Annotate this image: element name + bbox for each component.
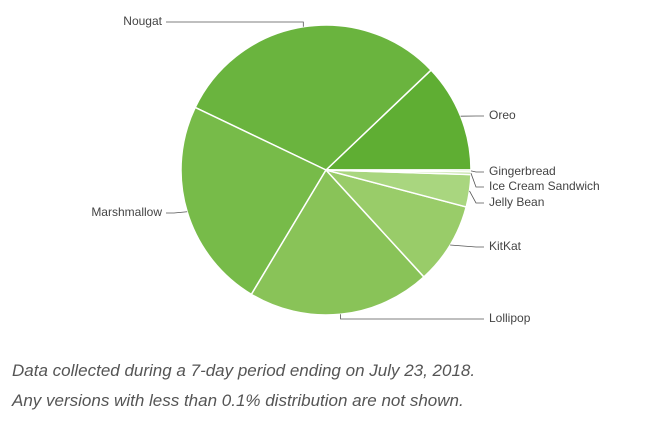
slice-label: Jelly Bean [489, 195, 544, 209]
pie-slice [323, 168, 468, 278]
slice-label: KitKat [489, 239, 522, 253]
leader-line [469, 190, 484, 204]
leader-line [470, 173, 484, 188]
pie-slice [194, 24, 433, 171]
pie-slice [250, 168, 425, 316]
footnote: Any versions with less than 0.1% distrib… [11, 391, 464, 410]
slice-label: Marshmallow [91, 205, 162, 219]
slice-label: Lollipop [489, 311, 531, 325]
slice-label: Ice Cream Sandwich [489, 179, 600, 193]
pie-slice [180, 106, 328, 296]
leader-line [340, 314, 484, 320]
slice-label: Gingerbread [489, 164, 556, 178]
pie: Oreo Nougat Marshmallow Lollipop KitKat Jelly… [91, 14, 599, 325]
leader-line [166, 21, 304, 27]
pie-slice [324, 69, 472, 171]
footnote: Data collected during a 7-day period end… [12, 361, 475, 380]
leader-line [450, 244, 484, 248]
slice-label: Oreo [489, 108, 516, 122]
slice-label: Nougat [123, 14, 162, 28]
leader-line [166, 211, 188, 214]
leader-line [470, 170, 484, 173]
